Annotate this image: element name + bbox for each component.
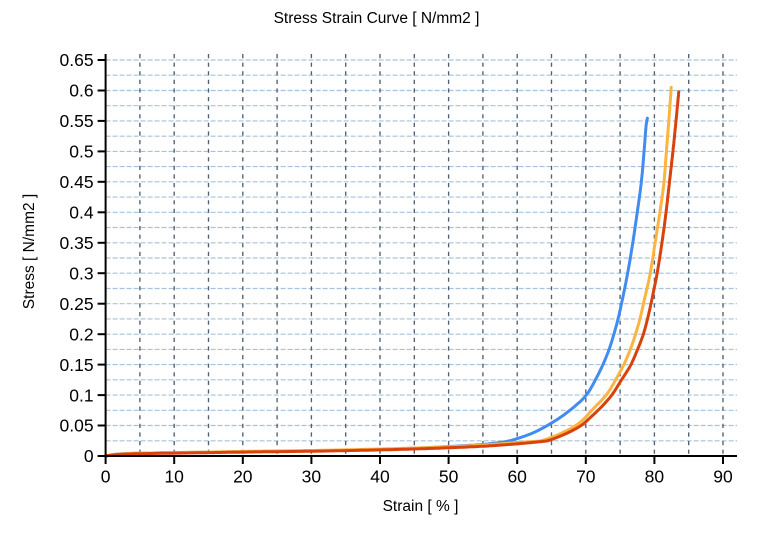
svg-text:60: 60 [507, 467, 527, 487]
svg-text:80: 80 [645, 467, 665, 487]
svg-text:Stress [ N/mm2 ]: Stress [ N/mm2 ] [21, 194, 38, 309]
svg-text:0: 0 [101, 467, 111, 487]
svg-text:30: 30 [302, 467, 322, 487]
svg-text:10: 10 [164, 467, 184, 487]
svg-text:20: 20 [233, 467, 253, 487]
svg-text:0: 0 [84, 446, 94, 466]
svg-text:0.65: 0.65 [60, 50, 94, 70]
svg-text:0.2: 0.2 [69, 324, 93, 344]
svg-text:50: 50 [439, 467, 459, 487]
svg-text:0.05: 0.05 [60, 416, 94, 436]
svg-text:0.55: 0.55 [60, 111, 94, 131]
svg-text:0.3: 0.3 [69, 263, 93, 283]
svg-text:0.45: 0.45 [60, 172, 94, 192]
svg-text:0.25: 0.25 [60, 294, 94, 314]
svg-text:0.35: 0.35 [60, 233, 94, 253]
svg-text:40: 40 [370, 467, 390, 487]
svg-text:0.5: 0.5 [69, 142, 93, 162]
svg-text:70: 70 [576, 467, 596, 487]
svg-text:Stress Strain Curve [ N/mm2 ]: Stress Strain Curve [ N/mm2 ] [274, 10, 480, 27]
svg-text:0.15: 0.15 [60, 355, 94, 375]
svg-text:90: 90 [713, 467, 733, 487]
svg-text:Strain [ % ]: Strain [ % ] [383, 498, 459, 515]
svg-text:0.6: 0.6 [69, 81, 93, 101]
svg-text:0.1: 0.1 [69, 385, 93, 405]
svg-text:0.4: 0.4 [69, 203, 94, 223]
